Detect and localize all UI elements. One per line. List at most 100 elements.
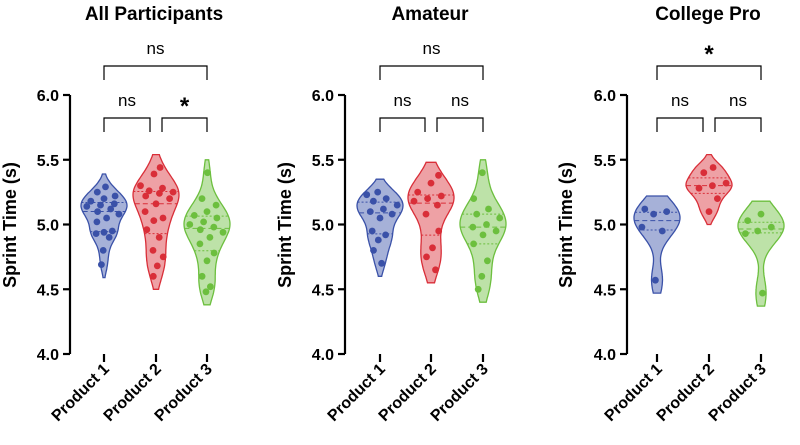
data-point [186,221,194,228]
data-point [366,208,374,216]
data-point [374,236,382,244]
significance-label: ns [729,91,747,110]
significance-label: * [704,41,714,68]
data-point [94,208,101,216]
data-point [152,200,160,208]
y-tick-label: 6.0 [312,88,334,105]
data-point [714,195,721,203]
data-point [110,200,118,208]
data-point [159,184,166,192]
data-point [210,249,218,257]
data-point [213,214,221,222]
y-tick-label: 5.5 [37,153,59,170]
data-point [429,244,436,252]
data-point [190,212,198,219]
data-point [434,201,441,209]
violin-body [459,159,507,303]
data-point [107,205,115,213]
significance-label: ns [118,91,136,110]
data-point [159,253,167,261]
data-point [98,261,105,268]
data-point [149,272,157,280]
data-point [103,214,110,222]
violin-body [183,159,231,306]
data-point [92,230,100,238]
data-point [492,227,500,235]
data-point [97,201,104,209]
y-tick-label: 4.0 [37,347,59,364]
significance-bracket [379,117,426,132]
y-tick-label: 4.0 [312,347,334,364]
data-point [203,257,211,265]
data-point [695,184,703,192]
data-point [374,188,382,196]
significance-bracket [161,117,208,132]
data-point [427,179,435,187]
significance-bracket [379,65,484,80]
data-point [473,210,481,218]
data-point [744,217,752,225]
data-point [115,210,123,218]
data-point [485,205,492,213]
data-point [111,192,119,200]
data-point [380,205,387,213]
data-point [414,188,422,196]
data-point [423,253,430,261]
panel-college-pro: College Pro Sprint Time (s) 4.0 4.5 5.0 5.5… [556,4,785,425]
data-point [200,218,208,226]
violin-body [356,178,404,277]
data-point [150,217,158,225]
data-point [722,179,730,187]
data-point [469,223,477,231]
data-point [219,228,227,236]
data-point [87,197,95,205]
data-point [700,169,708,177]
significance-bracket [656,65,762,80]
y-tick-label: 5.5 [594,153,616,170]
data-point [767,223,775,231]
data-point [470,195,478,203]
significance-label: ns [671,91,689,110]
data-point [198,272,206,280]
data-point [424,195,431,203]
data-point [382,231,389,239]
panel-title: All Participants [85,4,223,25]
data-point [196,226,204,234]
data-point [650,210,657,218]
data-point [754,227,762,235]
data-point [100,195,108,203]
data-point [483,221,490,228]
data-point [388,210,396,218]
data-point [422,210,430,218]
data-point [435,227,443,235]
violin-body [685,153,733,226]
data-point [757,210,765,218]
data-point [709,182,716,190]
data-point [99,247,107,254]
y-tick-label: 5.0 [37,218,59,235]
significance-label: ns [451,91,469,110]
data-point [663,208,671,216]
data-point [166,195,174,203]
y-tick-label: 4.5 [312,282,334,299]
data-point [652,276,659,284]
data-point [155,234,163,241]
data-point [206,234,214,241]
data-point [212,201,220,209]
panel-all-participants: All Participants Sprint Time (s) 4.0 4.5 5… [0,4,231,425]
data-point [145,187,153,195]
data-point [207,283,214,291]
data-point [410,197,418,205]
data-point [641,205,649,213]
data-point [141,208,149,216]
data-point [196,240,204,248]
data-point [432,266,439,274]
data-point [435,171,442,179]
data-point [370,197,377,205]
data-point [93,218,101,226]
data-point [202,288,210,296]
data-point [705,208,713,216]
data-point [638,223,646,231]
data-point [93,188,101,196]
data-point [137,182,144,190]
